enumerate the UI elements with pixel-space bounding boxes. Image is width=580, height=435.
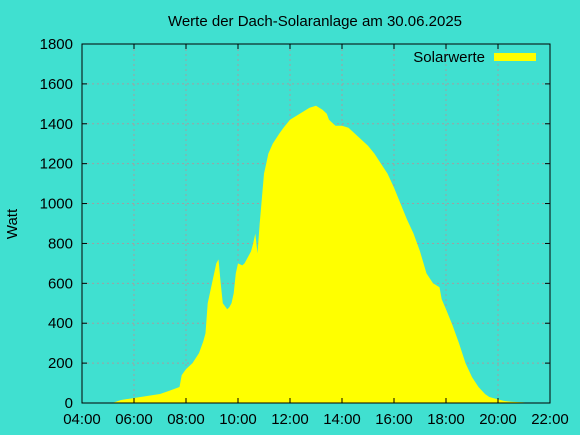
solar-area	[112, 105, 529, 404]
y-axis-label: Watt	[4, 208, 21, 239]
y-tick-label: 400	[48, 315, 73, 332]
x-tick-label: 14:00	[323, 411, 361, 428]
x-tick-label: 06:00	[115, 411, 153, 428]
plot-frame	[81, 43, 551, 404]
x-tick-label: 10:00	[219, 411, 257, 428]
y-tick-label: 1600	[40, 76, 73, 93]
y-tick-label: 1800	[40, 36, 73, 53]
legend-swatch	[494, 53, 536, 61]
legend-label: Solarwerte	[413, 49, 485, 66]
axis-ticks: 04:00 06:00 08:00 10:00 12:00 14:00 16:00 18:00…	[40, 36, 569, 428]
x-tick-label: 18:00	[427, 411, 465, 428]
y-tick-label: 1400	[40, 116, 73, 133]
x-tick-label: 22:00	[531, 411, 569, 428]
chart-title: Werte der Dach-Solaranlage am 30.06.2025	[168, 13, 462, 30]
y-tick-label: 600	[48, 275, 73, 292]
x-tick-label: 12:00	[271, 411, 309, 428]
y-tick-label: 200	[48, 355, 73, 372]
y-tick-label: 1000	[40, 196, 73, 213]
y-tick-label: 800	[48, 235, 73, 252]
x-tick-label: 16:00	[375, 411, 413, 428]
x-tick-label: 08:00	[167, 411, 205, 428]
grid-lines	[82, 44, 550, 403]
x-tick-label: 20:00	[479, 411, 517, 428]
legend: Solarwerte	[413, 49, 536, 66]
y-tick-label: 1200	[40, 156, 73, 173]
x-tick-label: 04:00	[63, 411, 101, 428]
y-tick-label: 0	[65, 395, 73, 412]
